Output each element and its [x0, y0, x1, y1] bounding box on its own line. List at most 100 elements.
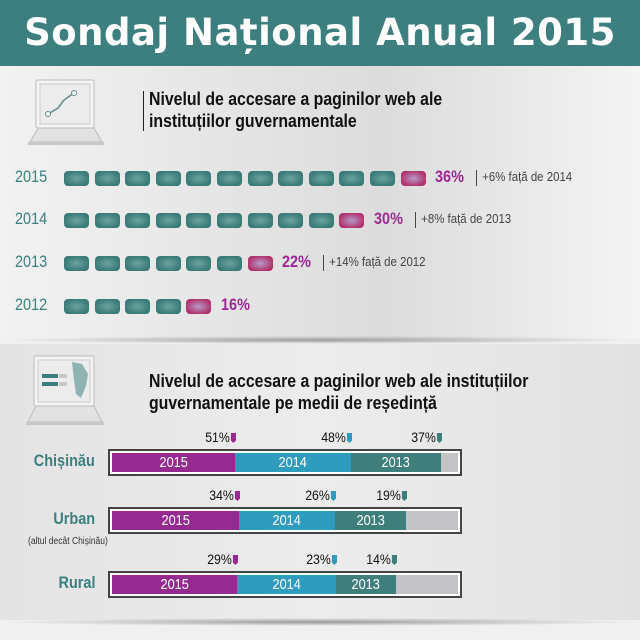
- stacked-bar: 2015 2014 2013: [108, 507, 462, 534]
- marker-value: 14%: [366, 551, 391, 567]
- pill-unit: [125, 213, 151, 228]
- pill-unit: [217, 171, 242, 186]
- bar-track: 2015 2014 2013: [112, 575, 458, 594]
- segment-2013: 2013: [351, 453, 441, 472]
- marker-label: 48%: [321, 429, 352, 445]
- pill-unit: [186, 256, 212, 271]
- marker-flag-icon: [391, 555, 397, 565]
- pill-unit: [94, 213, 120, 228]
- marker-label: 19%: [376, 487, 407, 503]
- row-label: Urban: [53, 509, 95, 528]
- pill-highlight: [339, 213, 365, 228]
- marker-flag-icon: [232, 555, 238, 565]
- marker-value: 37%: [411, 429, 436, 445]
- pill-unit: [278, 213, 304, 228]
- value-label: 30%: [374, 209, 403, 228]
- row-label: Rural: [58, 573, 95, 592]
- comparison-label: +14% față de 2012: [323, 254, 426, 271]
- segment-label: 2014: [272, 512, 302, 529]
- marker-flag-icon: [230, 433, 236, 443]
- segment-2013: 2013: [336, 575, 396, 594]
- title-line: guvernamentale pe medii de reședință: [149, 393, 437, 413]
- comparison-label: +6% față de 2014: [476, 169, 572, 186]
- marker-label: 51%: [205, 429, 236, 445]
- segment-label: 2014: [272, 576, 301, 593]
- title-bar: [143, 91, 144, 131]
- marker-value: 26%: [305, 487, 330, 503]
- section2-title: Nivelul de accesare a paginilor web ale …: [149, 370, 528, 414]
- segment-2015: 2015: [112, 575, 237, 594]
- marker-label: 23%: [306, 551, 337, 567]
- comparison-text: +8% față de 2013: [421, 211, 512, 226]
- pill-unit: [186, 213, 212, 228]
- laptop-line-chart-icon: [28, 79, 104, 145]
- page-title: Sondaj Național Anual 2015: [0, 0, 640, 66]
- marker-flag-icon: [401, 491, 407, 501]
- pill-unit: [94, 171, 120, 186]
- row-note: (altul decât Chișinău): [28, 536, 108, 547]
- pill-unit: [247, 213, 273, 228]
- separator: [415, 211, 416, 228]
- marker-label: 29%: [207, 551, 238, 567]
- marker-label: 14%: [366, 551, 397, 567]
- segment-label: 2015: [160, 576, 189, 593]
- section1-title: Nivelul de accesare a paginilor web ale …: [149, 88, 442, 132]
- pill-unit: [64, 213, 89, 228]
- pill-unit: [125, 299, 151, 314]
- marker-flag-icon: [234, 491, 240, 501]
- marker-value: 23%: [306, 551, 331, 567]
- pill-highlight: [186, 299, 212, 314]
- marker-label: 26%: [305, 487, 336, 503]
- marker-flag-icon: [330, 491, 336, 501]
- year-label: 2015: [15, 167, 48, 186]
- marker-value: 19%: [376, 487, 401, 503]
- value-label: 22%: [282, 252, 312, 271]
- pill-unit: [308, 171, 334, 186]
- pill-unit: [339, 171, 365, 186]
- pill-unit: [64, 299, 89, 314]
- marker-label: 34%: [209, 487, 240, 503]
- segment-2015: 2015: [112, 511, 239, 530]
- pill-unit: [370, 171, 395, 186]
- segment-label: 2015: [161, 512, 190, 529]
- stacked-bar: 2015 2014 2013: [108, 571, 462, 598]
- pill-unit: [278, 171, 304, 186]
- marker-flag-icon: [346, 433, 352, 443]
- section-yearly-access: [0, 66, 640, 338]
- marker-flag-icon: [331, 555, 337, 565]
- segment-label: 2014: [278, 454, 308, 471]
- divider: [0, 336, 640, 344]
- segment-label: 2013: [356, 512, 385, 529]
- segment-label: 2013: [351, 576, 381, 593]
- pill-unit: [217, 213, 242, 228]
- value-label: 16%: [221, 295, 250, 314]
- marker-flag-icon: [436, 433, 442, 443]
- pill-unit: [125, 256, 151, 271]
- pill-highlight: [400, 171, 426, 186]
- pill-unit: [155, 171, 181, 186]
- pill-unit: [155, 213, 181, 228]
- separator: [476, 169, 478, 186]
- pill-unit: [247, 171, 273, 186]
- pill-unit: [155, 299, 181, 314]
- title-line: Nivelul de accesare a paginilor web ale: [149, 89, 443, 109]
- pill-unit: [64, 256, 89, 271]
- pill-unit: [217, 256, 242, 271]
- pill-unit: [64, 171, 89, 186]
- segment-label: 2015: [159, 454, 188, 471]
- pill-unit: [155, 256, 181, 271]
- marker-value: 34%: [209, 487, 234, 503]
- segment-2013: 2013: [335, 511, 406, 530]
- bar-track: 2015 2014 2013: [112, 511, 458, 530]
- divider: [0, 618, 640, 626]
- value-label: 36%: [435, 167, 465, 186]
- row-label: Chișinău: [33, 451, 95, 470]
- marker-value: 51%: [205, 429, 230, 445]
- segment-2014: 2014: [235, 453, 351, 472]
- year-label: 2013: [15, 252, 48, 271]
- pill-unit: [186, 171, 212, 186]
- segment-2015: 2015: [112, 453, 235, 472]
- title-line: instituțiilor guvernamentale: [149, 111, 357, 131]
- pill-unit: [125, 171, 151, 186]
- bar-track: 2015 2014 2013: [112, 453, 458, 472]
